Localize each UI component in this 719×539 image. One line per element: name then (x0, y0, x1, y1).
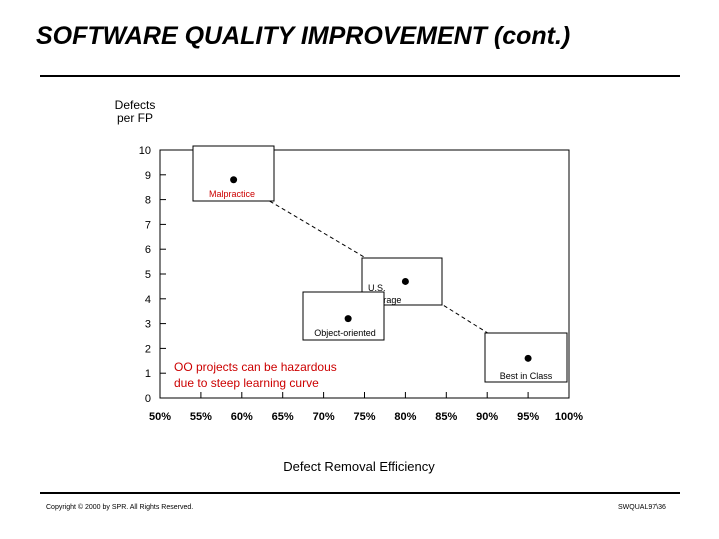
x-tick-label: 60% (231, 411, 253, 423)
slide-title: SOFTWARE QUALITY IMPROVEMENT (cont.) (36, 22, 571, 50)
y-tick-label: 6 (145, 244, 151, 256)
x-tick-label: 55% (190, 411, 212, 423)
us-average-label-line-2: Average (368, 295, 401, 305)
us-average-point (401, 277, 409, 285)
slide-id: SWQUAL97\36 (618, 504, 666, 511)
malpractice-point (230, 176, 238, 184)
y-tick-label: 2 (145, 343, 151, 355)
object-oriented-box (302, 291, 385, 341)
x-tick-label: 70% (313, 411, 335, 423)
x-axis-ticks: 50% 55% 60% 65% 70% 75% 80% 85% 90% 95% 100% (149, 392, 583, 423)
y-tick-label: 4 (145, 294, 151, 306)
bottom-divider (40, 492, 680, 494)
annotation-line-2: due to steep learning curve (174, 376, 319, 390)
y-tick-label: 1 (145, 368, 151, 380)
y-axis-label-line-2: per FP (117, 111, 153, 125)
x-tick-label: 100% (555, 411, 583, 423)
best-in-class-point (524, 354, 532, 362)
y-tick-label: 0 (145, 393, 151, 405)
malpractice-box (192, 145, 275, 202)
copyright-notice: Copyright © 2000 by SPR. All Rights Rese… (46, 504, 194, 511)
object-oriented-point (344, 315, 352, 323)
us-average-label-line-1: U.S. (368, 283, 386, 293)
malpractice-label: Malpractice (209, 189, 255, 199)
annotation-line-1: OO projects can be hazardous (174, 360, 337, 374)
y-tick-label: 9 (145, 170, 151, 182)
y-tick-label: 10 (139, 145, 151, 157)
x-axis-label: Defect Removal Efficiency (283, 459, 435, 474)
y-axis-label-line-1: Defects (115, 98, 156, 112)
x-tick-label: 95% (517, 411, 539, 423)
x-tick-label: 75% (353, 411, 375, 423)
top-divider (40, 75, 680, 77)
y-tick-label: 3 (145, 319, 151, 331)
object-oriented-label: Object-oriented (314, 328, 376, 338)
x-tick-label: 85% (435, 411, 457, 423)
x-tick-label: 90% (476, 411, 498, 423)
x-tick-label: 50% (149, 411, 171, 423)
y-tick-label: 5 (145, 269, 151, 281)
x-tick-label: 65% (272, 411, 294, 423)
y-tick-label: 7 (145, 219, 151, 231)
best-in-class-label: Best in Class (500, 371, 553, 381)
x-tick-label: 80% (394, 411, 416, 423)
y-tick-label: 8 (145, 195, 151, 207)
